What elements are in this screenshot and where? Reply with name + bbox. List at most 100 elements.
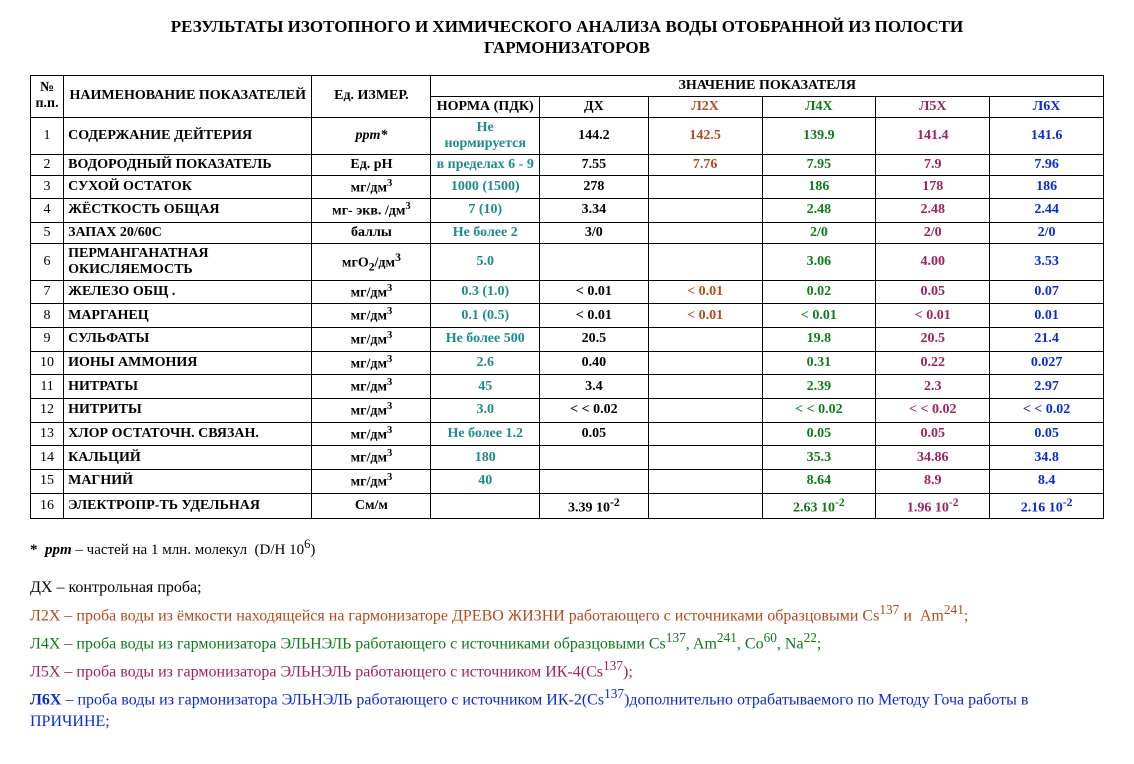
table-row: 5ЗАПАХ 20/60СбаллыНе более 23/02/02/02/0 bbox=[31, 222, 1104, 243]
cell-l6x: 8.4 bbox=[990, 470, 1104, 494]
cell-l6x: 141.6 bbox=[990, 117, 1104, 154]
cell-l4x: 2.63 10-2 bbox=[762, 493, 876, 519]
cell-l2x: < 0.01 bbox=[648, 304, 762, 328]
cell-l2x bbox=[648, 351, 762, 375]
cell-l2x bbox=[648, 375, 762, 399]
cell-l4x: 2.48 bbox=[762, 199, 876, 223]
cell-l6x: 0.01 bbox=[990, 304, 1104, 328]
cell-dx: 0.40 bbox=[540, 351, 649, 375]
cell-l5x: 0.22 bbox=[876, 351, 990, 375]
cell-l2x bbox=[648, 243, 762, 280]
cell-norm: в пределах 6 - 9 bbox=[431, 154, 540, 175]
cell-l5x: < 0.01 bbox=[876, 304, 990, 328]
cell-l5x: 0.05 bbox=[876, 280, 990, 304]
cell-dx bbox=[540, 446, 649, 470]
cell-l5x: < < 0.02 bbox=[876, 399, 990, 423]
cell-name: НИТРАТЫ bbox=[64, 375, 312, 399]
cell-dx: 3.39 10-2 bbox=[540, 493, 649, 519]
cell-num: 10 bbox=[31, 351, 64, 375]
cell-l6x: 3.53 bbox=[990, 243, 1104, 280]
cell-dx bbox=[540, 470, 649, 494]
table-row: 14КАЛЬЦИЙмг/дм318035.334.8634.8 bbox=[31, 446, 1104, 470]
cell-name: СУЛЬФАТЫ bbox=[64, 328, 312, 352]
th-unit: Ед. ИЗМЕР. bbox=[312, 75, 431, 117]
cell-name: СУХОЙ ОСТАТОК bbox=[64, 175, 312, 199]
legend-l6x: Л6Х – проба воды из гармонизатора ЭЛЬНЭЛ… bbox=[30, 685, 1104, 733]
th-l2x: Л2Х bbox=[648, 96, 762, 117]
cell-name: МАРГАНЕЦ bbox=[64, 304, 312, 328]
cell-l5x: 0.05 bbox=[876, 422, 990, 446]
cell-norm: 40 bbox=[431, 470, 540, 494]
cell-dx: 3.4 bbox=[540, 375, 649, 399]
table-row: 6ПЕРМАНГАНАТНАЯ ОКИСЛЯЕМОСТЬмгО2/дм35.03… bbox=[31, 243, 1104, 280]
cell-dx: 0.05 bbox=[540, 422, 649, 446]
cell-num: 9 bbox=[31, 328, 64, 352]
page-title: РЕЗУЛЬТАТЫ ИЗОТОПНОГО И ХИМИЧЕСКОГО АНАЛ… bbox=[117, 16, 1017, 59]
cell-name: ХЛОР ОСТАТОЧН. СВЯЗАН. bbox=[64, 422, 312, 446]
cell-dx: 144.2 bbox=[540, 117, 649, 154]
cell-unit: мг/дм3 bbox=[312, 328, 431, 352]
cell-unit: баллы bbox=[312, 222, 431, 243]
cell-l5x: 34.86 bbox=[876, 446, 990, 470]
th-norm: НОРМА (ПДК) bbox=[431, 96, 540, 117]
table-row: 11НИТРАТЫмг/дм3453.42.392.32.97 bbox=[31, 375, 1104, 399]
cell-l2x bbox=[648, 446, 762, 470]
th-num: № п.п. bbox=[31, 75, 64, 117]
cell-num: 12 bbox=[31, 399, 64, 423]
cell-unit: мг/дм3 bbox=[312, 280, 431, 304]
table-row: 2ВОДОРОДНЫЙ ПОКАЗАТЕЛЬЕд. рНв пределах 6… bbox=[31, 154, 1104, 175]
cell-l6x: 2.16 10-2 bbox=[990, 493, 1104, 519]
cell-l2x bbox=[648, 422, 762, 446]
cell-num: 2 bbox=[31, 154, 64, 175]
results-table: № п.п. НАИМЕНОВАНИЕ ПОКАЗАТЕЛЕЙ Ед. ИЗМЕ… bbox=[30, 75, 1104, 520]
cell-l4x: 19.8 bbox=[762, 328, 876, 352]
cell-l5x: 1.96 10-2 bbox=[876, 493, 990, 519]
cell-num: 15 bbox=[31, 470, 64, 494]
cell-norm: Не более 500 bbox=[431, 328, 540, 352]
cell-l5x: 2.3 bbox=[876, 375, 990, 399]
cell-unit: мг/дм3 bbox=[312, 422, 431, 446]
cell-unit: мг/дм3 bbox=[312, 304, 431, 328]
table-row: 13ХЛОР ОСТАТОЧН. СВЯЗАН.мг/дм3Не более 1… bbox=[31, 422, 1104, 446]
th-name: НАИМЕНОВАНИЕ ПОКАЗАТЕЛЕЙ bbox=[64, 75, 312, 117]
cell-unit: См/м bbox=[312, 493, 431, 519]
cell-norm: 5.0 bbox=[431, 243, 540, 280]
cell-unit: мг/дм3 bbox=[312, 446, 431, 470]
cell-l4x: 7.95 bbox=[762, 154, 876, 175]
cell-l2x: 142.5 bbox=[648, 117, 762, 154]
cell-num: 13 bbox=[31, 422, 64, 446]
cell-l5x: 2/0 bbox=[876, 222, 990, 243]
cell-num: 11 bbox=[31, 375, 64, 399]
cell-name: ЗАПАХ 20/60С bbox=[64, 222, 312, 243]
legend: ДХ – контрольная проба; Л2Х – проба воды… bbox=[30, 577, 1104, 732]
table-row: 12НИТРИТЫмг/дм33.0< < 0.02< < 0.02< < 0.… bbox=[31, 399, 1104, 423]
legend-dx: ДХ – контрольная проба; bbox=[30, 577, 1104, 599]
cell-num: 16 bbox=[31, 493, 64, 519]
cell-l5x: 8.9 bbox=[876, 470, 990, 494]
cell-dx: 278 bbox=[540, 175, 649, 199]
cell-unit: ppm* bbox=[312, 117, 431, 154]
cell-l4x: 35.3 bbox=[762, 446, 876, 470]
cell-l4x: 186 bbox=[762, 175, 876, 199]
cell-dx: 20.5 bbox=[540, 328, 649, 352]
cell-l2x: 7.76 bbox=[648, 154, 762, 175]
cell-name: НИТРИТЫ bbox=[64, 399, 312, 423]
cell-norm: 7 (10) bbox=[431, 199, 540, 223]
cell-num: 14 bbox=[31, 446, 64, 470]
cell-l4x: 2.39 bbox=[762, 375, 876, 399]
cell-num: 8 bbox=[31, 304, 64, 328]
table-head: № п.п. НАИМЕНОВАНИЕ ПОКАЗАТЕЛЕЙ Ед. ИЗМЕ… bbox=[31, 75, 1104, 117]
cell-l4x: 0.02 bbox=[762, 280, 876, 304]
table-row: 4ЖЁСТКОСТЬ ОБЩАЯмг- экв. /дм37 (10)3.342… bbox=[31, 199, 1104, 223]
table-row: 8МАРГАНЕЦмг/дм30.1 (0.5)< 0.01< 0.01< 0.… bbox=[31, 304, 1104, 328]
cell-norm: Не более 1.2 bbox=[431, 422, 540, 446]
table-row: 9СУЛЬФАТЫмг/дм3Не более 50020.519.820.52… bbox=[31, 328, 1104, 352]
cell-l2x bbox=[648, 470, 762, 494]
cell-dx: 3/0 bbox=[540, 222, 649, 243]
cell-l2x bbox=[648, 222, 762, 243]
cell-l4x: < 0.01 bbox=[762, 304, 876, 328]
cell-num: 4 bbox=[31, 199, 64, 223]
cell-dx: < < 0.02 bbox=[540, 399, 649, 423]
cell-unit: мг- экв. /дм3 bbox=[312, 199, 431, 223]
cell-l2x bbox=[648, 175, 762, 199]
